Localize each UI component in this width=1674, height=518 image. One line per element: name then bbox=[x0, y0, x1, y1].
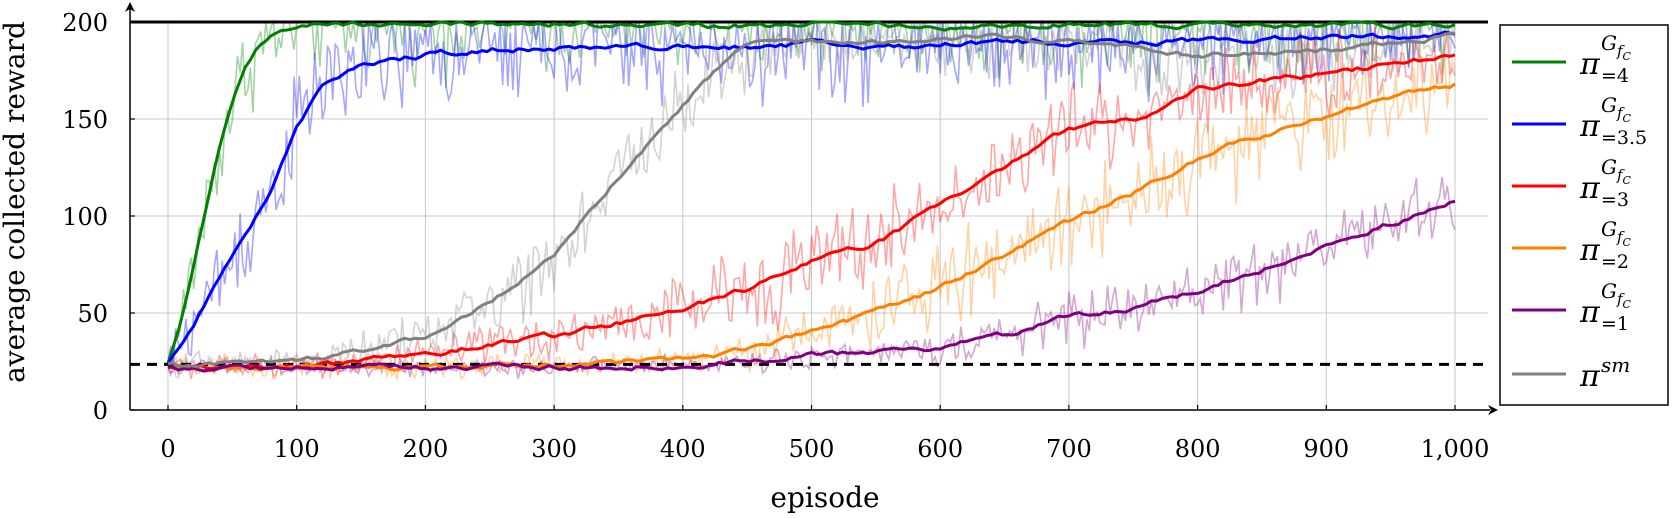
x-tick-label: 600 bbox=[917, 435, 963, 463]
x-tick-label: 100 bbox=[274, 435, 320, 463]
x-tick-label: 800 bbox=[1175, 435, 1221, 463]
x-tick-label: 0 bbox=[160, 435, 175, 463]
legend-label: πGfC =1 bbox=[1579, 279, 1632, 335]
series-line bbox=[168, 53, 1456, 371]
legend-label: πGfC =4 bbox=[1579, 31, 1632, 87]
legend-label: πGfC =3.5 bbox=[1579, 93, 1647, 149]
y-tick-label: 150 bbox=[62, 106, 108, 134]
y-tick-label: 50 bbox=[77, 300, 108, 328]
x-tick-label: 1,000 bbox=[1421, 435, 1490, 463]
legend-entry: πGfC =1 bbox=[1512, 279, 1632, 335]
raw-series-line bbox=[167, 176, 1456, 380]
y-axis-arrow bbox=[125, 2, 135, 12]
x-axis-title: episode bbox=[770, 481, 879, 514]
x-tick-label: 400 bbox=[660, 435, 706, 463]
legend-box bbox=[1499, 24, 1669, 406]
legend-entry: πGfC =3 bbox=[1512, 155, 1632, 211]
x-tick-label: 700 bbox=[1046, 435, 1092, 463]
series-line bbox=[168, 82, 1456, 373]
x-tick-label: 900 bbox=[1303, 435, 1349, 463]
x-tick-label: 300 bbox=[531, 435, 577, 463]
x-axis-arrow bbox=[1488, 405, 1498, 415]
legend-label: πGfC =2 bbox=[1579, 217, 1632, 273]
smoothed-curves bbox=[166, 20, 1456, 373]
raw-series-line bbox=[167, 23, 1456, 380]
y-tick-label: 0 bbox=[93, 397, 108, 425]
series-line bbox=[168, 31, 1456, 369]
y-tick-label: 100 bbox=[62, 203, 108, 231]
legend-label: πGfC =3 bbox=[1579, 155, 1632, 211]
legend: πGfC =4 πGfC =3.5 πGfC =3 πGfC =2 πGfC =1 πsm bbox=[1499, 24, 1669, 406]
x-tick-label: 200 bbox=[402, 435, 448, 463]
series-line bbox=[168, 199, 1456, 373]
y-tick-label: 200 bbox=[62, 9, 108, 37]
axes bbox=[125, 2, 1498, 415]
y-axis-title: average collected reward bbox=[0, 21, 31, 383]
legend-entry: πGfC =3.5 bbox=[1512, 93, 1647, 149]
legend-entry: πGfC =2 bbox=[1512, 217, 1632, 273]
legend-label: πsm bbox=[1579, 353, 1630, 394]
tick-labels: 0 100 200 300 400 500 600 700 800 900 1,000 0 50 100 1… bbox=[62, 9, 1489, 463]
legend-entry: πsm bbox=[1512, 353, 1630, 394]
legend-entry: πGfC =4 bbox=[1512, 31, 1632, 87]
series-line bbox=[166, 20, 1456, 364]
x-tick-label: 500 bbox=[789, 435, 835, 463]
